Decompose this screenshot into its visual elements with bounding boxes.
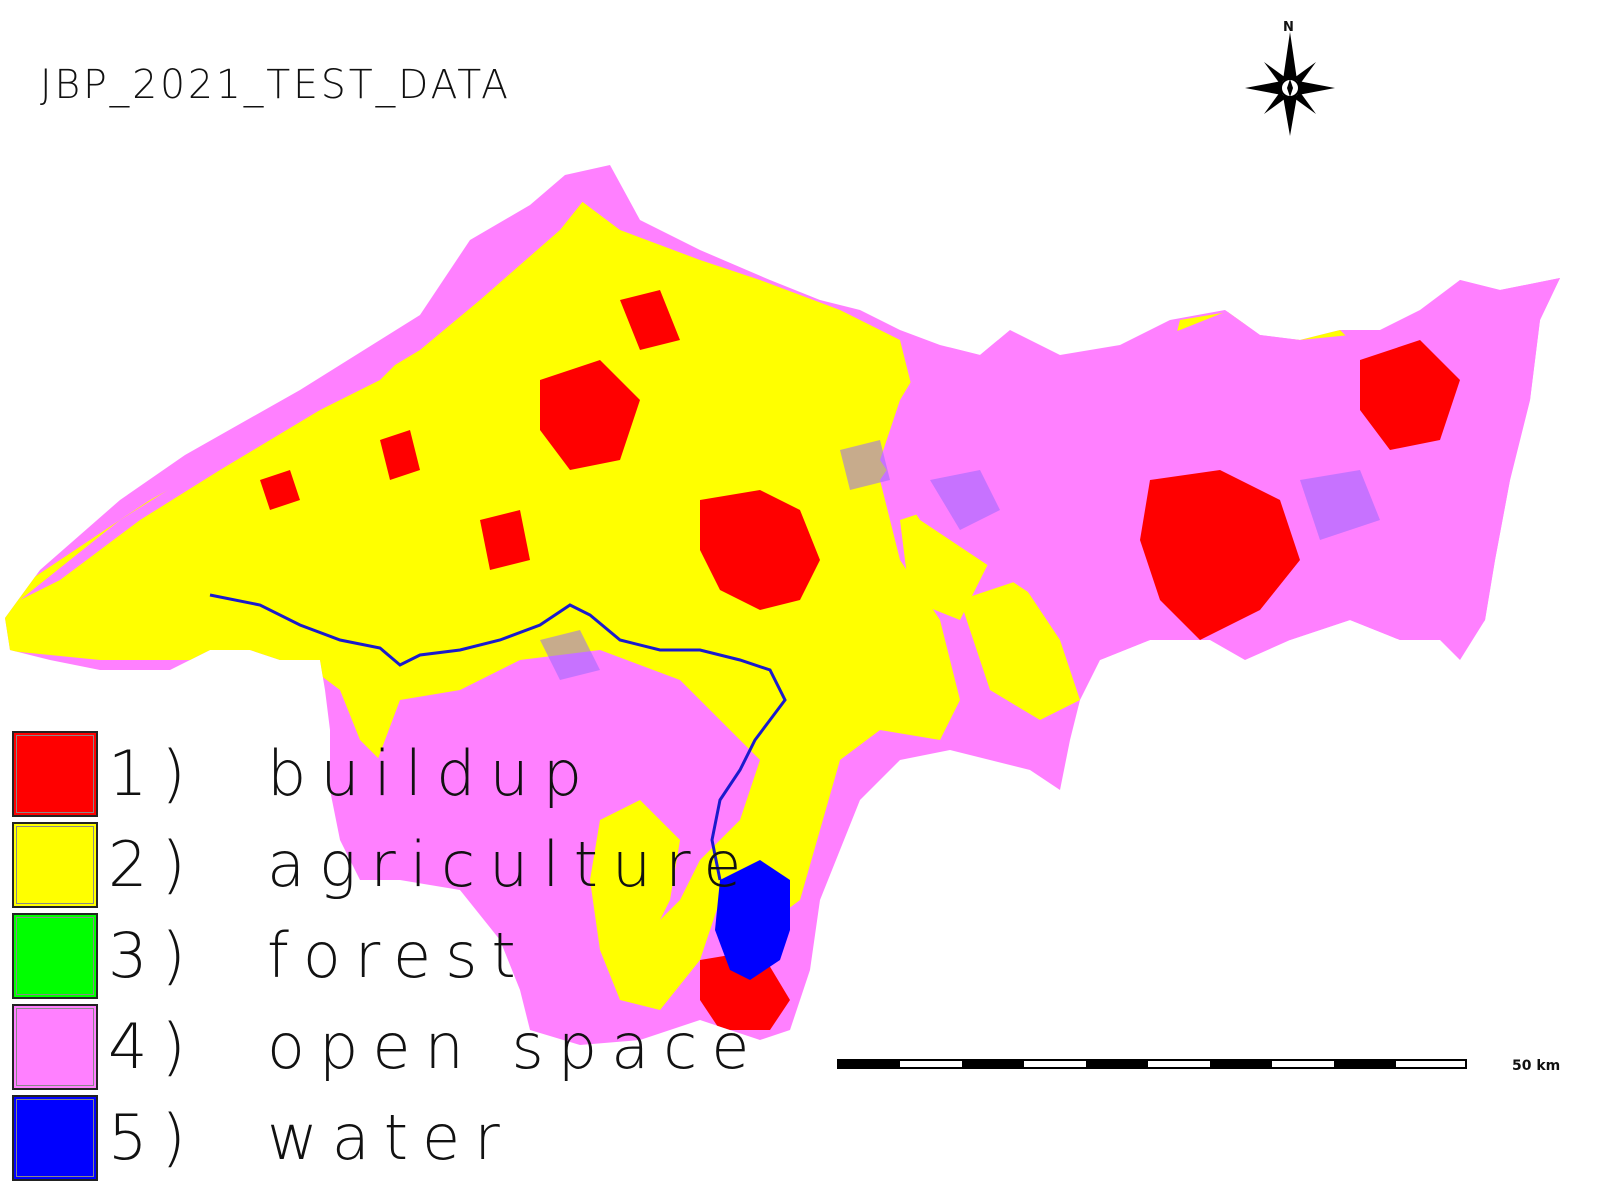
- open-space-river-bank: [20, 180, 600, 600]
- legend-item-buildup: 1) buildup: [12, 728, 763, 819]
- buildup-west: [260, 290, 680, 570]
- buildup-central-north: [540, 360, 640, 470]
- legend-label-buildup: 1) buildup: [108, 737, 597, 810]
- north-label: N: [1283, 20, 1294, 35]
- legend-label-agriculture: 2) agriculture: [108, 828, 756, 901]
- lake-water: [715, 860, 790, 980]
- legend-label-forest: 3) forest: [108, 919, 530, 992]
- legend-item-forest: 3) forest: [12, 910, 763, 1001]
- buildup-east: [1140, 470, 1300, 640]
- buildup-east-2: [1360, 340, 1460, 450]
- map-title: JBP_2021_TEST_DATA: [40, 62, 511, 108]
- river-line: [209, 593, 787, 881]
- legend-item-open-space: 4) open space: [12, 1001, 763, 1092]
- purple-patches: [540, 440, 1380, 680]
- legend-item-agriculture: 2) agriculture: [12, 819, 763, 910]
- buildup-south-lake: [700, 950, 790, 1030]
- district-land-cover: [5, 165, 1560, 1045]
- legend-swatch-water: [12, 1094, 98, 1181]
- legend-label-open-space: 4) open space: [108, 1010, 764, 1083]
- legend-swatch-forest: [12, 912, 98, 999]
- scale-bar: [837, 1059, 1467, 1069]
- legend-swatch-open-space: [12, 1003, 98, 1090]
- agriculture-south-strip: [590, 800, 680, 1000]
- legend-label-water: 5) water: [108, 1101, 514, 1174]
- legend-swatch-buildup: [12, 730, 98, 817]
- legend-swatch-agriculture: [12, 821, 98, 908]
- scale-label: 50 km: [1512, 1058, 1561, 1074]
- buildup-central: [700, 490, 820, 610]
- legend-item-water: 5) water: [12, 1092, 763, 1183]
- agriculture-zone-east-patches: [900, 310, 1370, 720]
- north-arrow-icon: [1245, 32, 1335, 136]
- legend: 1) buildup 2) agriculture 3) forest 4) o…: [12, 728, 763, 1183]
